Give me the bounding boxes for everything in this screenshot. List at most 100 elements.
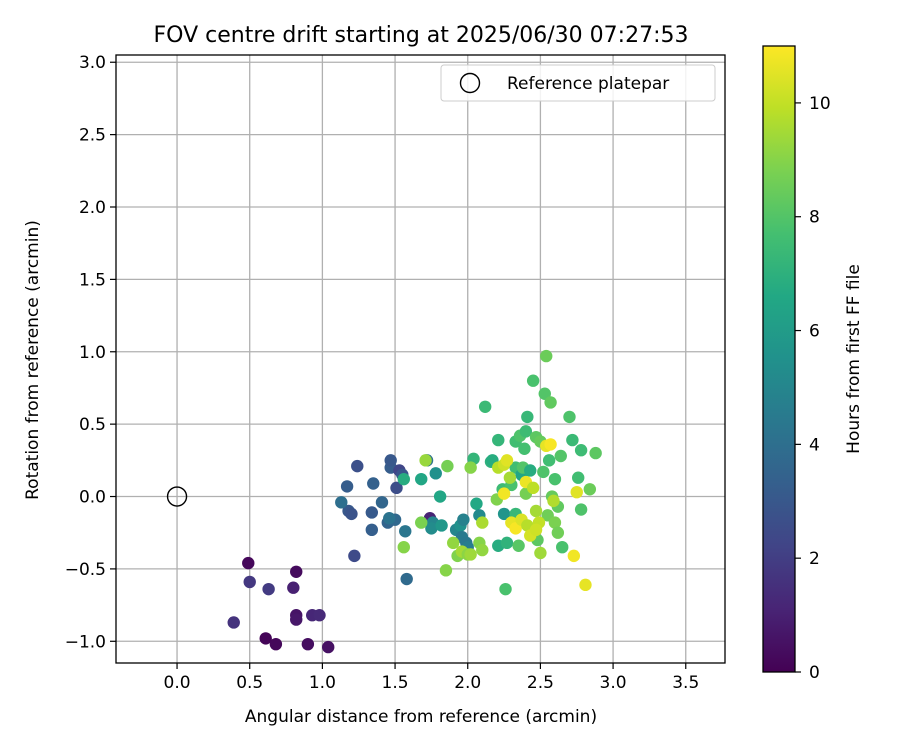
data-point [227, 616, 240, 629]
data-point [259, 632, 272, 645]
data-point [500, 536, 514, 550]
data-point [567, 549, 581, 563]
data-point [384, 454, 397, 467]
data-point [544, 396, 557, 409]
y-axis-ticks: −1.0 −0.5 0.0 0.5 1.0 1.5 2.0 2.5 3.0 [65, 53, 116, 652]
data-point [526, 481, 540, 495]
data-point [574, 444, 588, 457]
data-point [544, 438, 557, 451]
colorbar-frame [762, 45, 796, 673]
legend-marker-icon [459, 72, 481, 94]
data-point [419, 454, 432, 467]
data-point [540, 349, 553, 363]
data-point [365, 506, 379, 519]
data-point [351, 459, 364, 473]
data-point [375, 496, 389, 509]
data-point [551, 526, 565, 539]
y-tick-label: 0.5 [79, 415, 106, 435]
data-point [399, 525, 412, 538]
y-tick-label: −0.5 [65, 560, 106, 580]
colorbar-tick-label: 2 [809, 549, 820, 569]
colorbar-tick-label: 6 [809, 322, 820, 342]
colorbar: 0 2 4 6 8 10 Hours from first FF file [762, 45, 864, 683]
data-point [433, 490, 447, 503]
data-point [340, 480, 354, 493]
data-point [563, 410, 576, 424]
data-point [335, 496, 348, 509]
data-point [397, 472, 410, 486]
data-point [269, 637, 283, 651]
data-point [476, 516, 489, 529]
data-point [548, 516, 562, 529]
data-point [537, 465, 550, 479]
data-point [439, 564, 453, 577]
legend: Reference platepar [440, 64, 716, 102]
colorbar-tick-label: 8 [809, 208, 820, 228]
colorbar-ticks: 0 2 4 6 8 10 [795, 94, 831, 683]
data-point [538, 387, 551, 400]
data-point [457, 513, 470, 526]
colorbar-tick-label: 10 [809, 94, 831, 114]
data-point [262, 582, 275, 596]
x-tick-label: 2.0 [454, 673, 481, 693]
data-point [503, 471, 517, 484]
x-tick-label: 1.0 [309, 673, 336, 693]
data-point [518, 442, 531, 455]
data-point [478, 400, 492, 413]
colorbar-tick-label: 4 [809, 435, 820, 455]
x-tick-label: 3.5 [672, 673, 699, 693]
data-point [435, 519, 448, 532]
grid-lines [116, 55, 725, 663]
data-point [287, 581, 300, 594]
y-tick-label: 2.0 [79, 198, 106, 218]
x-axis-ticks: 0.0 0.5 1.0 1.5 2.0 2.5 3.0 3.5 [164, 663, 699, 693]
data-point [529, 504, 543, 518]
data-point [290, 565, 303, 578]
plot-frame [115, 54, 726, 664]
data-point [570, 485, 583, 499]
data-point [365, 523, 379, 537]
data-point [500, 454, 514, 467]
y-tick-label: −1.0 [65, 632, 106, 652]
x-tick-label: 2.5 [527, 673, 554, 693]
legend-entry-reference: Reference platepar [507, 74, 669, 94]
data-point [572, 471, 585, 484]
data-point [313, 609, 326, 622]
data-point [524, 464, 537, 477]
data-point [548, 472, 562, 486]
data-point [521, 410, 534, 424]
chart-title: FOV centre drift starting at 2025/06/30 … [154, 23, 689, 48]
colorbar-label: Hours from first FF file [844, 264, 864, 454]
data-point [556, 540, 569, 554]
colorbar-tick-label: 0 [809, 663, 820, 683]
data-point [534, 546, 547, 560]
y-tick-label: 2.5 [79, 126, 106, 146]
data-point [509, 522, 522, 535]
x-tick-label: 0.5 [236, 673, 263, 693]
data-point [519, 425, 533, 438]
data-point [512, 539, 525, 552]
data-point [400, 572, 413, 586]
y-tick-label: 1.5 [79, 270, 106, 290]
legend-box [440, 64, 716, 102]
data-point [390, 481, 403, 495]
data-point [499, 582, 512, 596]
data-point [579, 578, 592, 592]
data-point [529, 523, 543, 537]
x-axis-label: Angular distance from reference (arcmin) [245, 707, 597, 727]
colorbar-gradient [763, 46, 795, 672]
data-point [526, 374, 540, 387]
data-point [383, 512, 396, 525]
y-tick-label: 3.0 [79, 53, 106, 73]
data-point [583, 483, 597, 496]
data-point [464, 461, 477, 474]
reference-platepar-marker [166, 486, 188, 507]
data-point [589, 446, 602, 460]
data-point [497, 487, 511, 500]
data-point [476, 543, 489, 557]
data-point [566, 433, 579, 447]
data-point [464, 548, 477, 561]
data-point [415, 472, 428, 486]
